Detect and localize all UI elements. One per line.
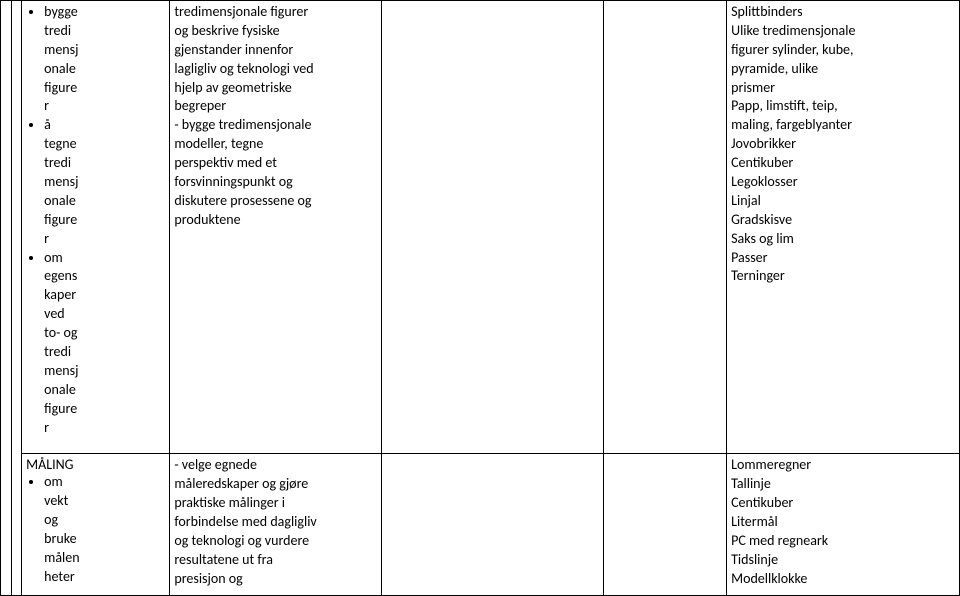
text: praktiske målinger i [174, 494, 377, 513]
text: bruke [44, 530, 165, 549]
text: vekt [44, 492, 165, 511]
cell-empty [11, 1, 22, 596]
bullet-list: bygge tredi mensj onale figure r å tegne… [26, 3, 165, 437]
text: Tallinje [731, 475, 955, 494]
text: onale [44, 192, 165, 211]
cell-empty [604, 1, 727, 454]
text: r [44, 419, 165, 438]
text: Lommeregner [731, 456, 955, 475]
text: mensj [44, 173, 165, 192]
text: Papp, limstift, teip, [731, 97, 955, 116]
text: kaper [44, 286, 165, 305]
text: figure [44, 400, 165, 419]
text: tredi [44, 343, 165, 362]
text: prismer [731, 79, 955, 98]
text: onale [44, 381, 165, 400]
text: maling, fargeblyanter [731, 116, 955, 135]
text: presisjon og [174, 570, 377, 589]
text: og beskrive fysiske [174, 22, 377, 41]
text: forbindelse med dagligliv [174, 513, 377, 532]
list-item: om egens kaper ved to- og tredi mensj on… [44, 249, 165, 438]
text: produktene [174, 211, 377, 230]
text: og teknologi og vurdere [174, 532, 377, 551]
text: Terninger [731, 267, 955, 286]
text: - velge egnede [174, 456, 377, 475]
text: - bygge tredimensjonale [174, 116, 377, 135]
text: om [44, 473, 165, 492]
text: Legoklosser [731, 173, 955, 192]
cell-resources: Splittbinders Ulike tredimensjonale figu… [727, 1, 960, 454]
text: perspektiv med et [174, 154, 377, 173]
text: Splittbinders [731, 3, 955, 22]
text: Centikuber [731, 494, 955, 513]
text: forsvinningspunkt og [174, 173, 377, 192]
cell-empty [1, 1, 12, 596]
text: hjelp av geometriske [174, 79, 377, 98]
cell-description: - velge egnede måleredskaper og gjøre pr… [170, 454, 382, 596]
text: figurer sylinder, kube, [731, 41, 955, 60]
cell-empty [604, 454, 727, 596]
text: målen [44, 549, 165, 568]
text: Centikuber [731, 154, 955, 173]
text: bygge [44, 3, 165, 22]
text: å [44, 116, 165, 135]
text-block: - velge egnede måleredskaper og gjøre pr… [174, 456, 377, 588]
text-block: Lommeregner Tallinje Centikuber Litermål… [731, 456, 955, 588]
text: Passer [731, 249, 955, 268]
text: Modellklokke [731, 570, 955, 589]
text: heter [44, 568, 165, 587]
text: tredi [44, 22, 165, 41]
cell-topic: MÅLING om vekt og bruke målen heter [22, 454, 170, 596]
text: egens [44, 267, 165, 286]
text: resultatene ut fra [174, 551, 377, 570]
cell-empty [382, 454, 604, 596]
text-block: Splittbinders Ulike tredimensjonale figu… [731, 3, 955, 286]
text: begreper [174, 97, 377, 116]
document-table: bygge tredi mensj onale figure r å tegne… [0, 0, 960, 596]
text: tredimensjonale figurer [174, 3, 377, 22]
list-item: om vekt og bruke målen heter [44, 473, 165, 586]
text: diskutere prosessene og [174, 192, 377, 211]
text: gjenstander innenfor [174, 41, 377, 60]
table-row: MÅLING om vekt og bruke målen heter - ve… [1, 454, 960, 596]
cell-empty [382, 1, 604, 454]
cell-resources: Lommeregner Tallinje Centikuber Litermål… [727, 454, 960, 596]
text: r [44, 97, 165, 116]
text: PC med regneark [731, 532, 955, 551]
text: mensj [44, 41, 165, 60]
text: pyramide, ulike [731, 60, 955, 79]
text: og [44, 511, 165, 530]
text: figure [44, 211, 165, 230]
list-item: å tegne tredi mensj onale figure r [44, 116, 165, 248]
text-block: tredimensjonale figurer og beskrive fysi… [174, 3, 377, 230]
text: Gradskisve [731, 211, 955, 230]
cell-topic: bygge tredi mensj onale figure r å tegne… [22, 1, 170, 454]
text: mensj [44, 362, 165, 381]
text: Saks og lim [731, 230, 955, 249]
text: Ulike tredimensjonale [731, 22, 955, 41]
text: onale [44, 60, 165, 79]
cell-description: tredimensjonale figurer og beskrive fysi… [170, 1, 382, 454]
text: Litermål [731, 513, 955, 532]
text: Tidslinje [731, 551, 955, 570]
text: r [44, 230, 165, 249]
text: to- og [44, 324, 165, 343]
text: lagligliv og teknologi ved [174, 60, 377, 79]
text: tegne [44, 135, 165, 154]
text: måleredskaper og gjøre [174, 475, 377, 494]
text: figure [44, 79, 165, 98]
text: om [44, 249, 165, 268]
section-heading: MÅLING [26, 456, 165, 473]
text: ved [44, 305, 165, 324]
list-item: bygge tredi mensj onale figure r [44, 3, 165, 116]
text: tredi [44, 154, 165, 173]
table-row: bygge tredi mensj onale figure r å tegne… [1, 1, 960, 454]
text: Jovobrikker [731, 135, 955, 154]
text: Linjal [731, 192, 955, 211]
bullet-list: om vekt og bruke målen heter [26, 473, 165, 586]
text: modeller, tegne [174, 135, 377, 154]
